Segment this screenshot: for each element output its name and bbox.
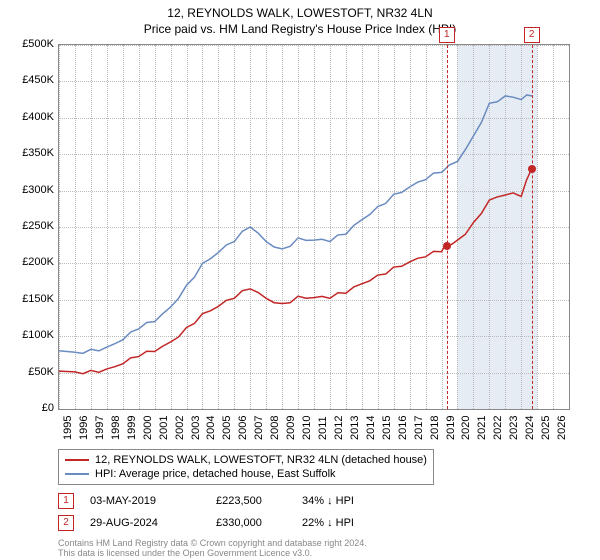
x-axis-label: 1999: [126, 416, 138, 440]
transaction-diff-2: 22% ↓ HPI: [302, 517, 354, 529]
y-axis-label: £350K: [4, 147, 54, 159]
x-axis-label: 2000: [142, 416, 154, 440]
x-axis-label: 1995: [62, 416, 74, 440]
x-axis-label: 2006: [237, 416, 249, 440]
y-axis-label: £150K: [4, 293, 54, 305]
x-axis-label: 2024: [524, 416, 536, 440]
legend-swatch-price: [65, 459, 89, 461]
transaction-point: [443, 242, 451, 250]
y-axis-label: £300K: [4, 184, 54, 196]
x-axis-label: 2007: [253, 416, 265, 440]
chart-title-line2: Price paid vs. HM Land Registry's House …: [0, 20, 600, 36]
x-axis-label: 2010: [301, 416, 313, 440]
legend-label-price: 12, REYNOLDS WALK, LOWESTOFT, NR32 4LN (…: [95, 454, 427, 466]
x-axis-label: 2026: [556, 416, 568, 440]
x-axis-label: 2016: [397, 416, 409, 440]
footer-attribution: Contains HM Land Registry data © Crown c…: [58, 538, 367, 559]
x-axis-label: 2025: [540, 416, 552, 440]
x-axis-label: 2001: [158, 416, 170, 440]
legend-label-hpi: HPI: Average price, detached house, East…: [95, 468, 336, 480]
event-marker-line: [532, 45, 533, 409]
y-axis-label: £250K: [4, 220, 54, 232]
transaction-row-2: 2 29-AUG-2024 £330,000 22% ↓ HPI: [58, 515, 354, 531]
chart-legend: 12, REYNOLDS WALK, LOWESTOFT, NR32 4LN (…: [58, 449, 434, 485]
x-axis-label: 2015: [381, 416, 393, 440]
x-axis-label: 2012: [333, 416, 345, 440]
chart-title-line1: 12, REYNOLDS WALK, LOWESTOFT, NR32 4LN: [0, 0, 600, 20]
x-axis-label: 2003: [190, 416, 202, 440]
x-axis-label: 2021: [476, 416, 488, 440]
chart-lines: [59, 45, 569, 409]
y-axis-label: £450K: [4, 74, 54, 86]
event-marker-box: 2: [524, 27, 540, 43]
legend-swatch-hpi: [65, 473, 89, 475]
x-axis-label: 1996: [78, 416, 90, 440]
transaction-point: [528, 165, 536, 173]
chart-plot-area: 12: [58, 44, 570, 410]
transaction-diff-1: 34% ↓ HPI: [302, 495, 354, 507]
x-axis-label: 2023: [508, 416, 520, 440]
series-line-price: [59, 169, 532, 374]
transaction-marker-1: 1: [58, 493, 74, 509]
x-axis-label: 2004: [205, 416, 217, 440]
transaction-price-1: £223,500: [216, 495, 286, 507]
y-axis-label: £400K: [4, 111, 54, 123]
x-axis-label: 2017: [413, 416, 425, 440]
transaction-date-2: 29-AUG-2024: [90, 517, 200, 529]
y-axis-label: £0: [4, 402, 54, 414]
event-marker-line: [447, 45, 448, 409]
x-axis-label: 2020: [460, 416, 472, 440]
x-axis-label: 2014: [365, 416, 377, 440]
y-axis-label: £100K: [4, 329, 54, 341]
x-axis-label: 2022: [492, 416, 504, 440]
transaction-price-2: £330,000: [216, 517, 286, 529]
series-line-hpi: [59, 95, 532, 353]
transaction-row-1: 1 03-MAY-2019 £223,500 34% ↓ HPI: [58, 493, 354, 509]
x-axis-label: 2018: [429, 416, 441, 440]
x-axis-label: 2011: [317, 416, 329, 440]
x-axis-label: 1997: [94, 416, 106, 440]
y-axis-label: £200K: [4, 256, 54, 268]
x-axis-label: 2013: [349, 416, 361, 440]
y-axis-label: £50K: [4, 366, 54, 378]
x-axis-label: 2009: [285, 416, 297, 440]
transaction-date-1: 03-MAY-2019: [90, 495, 200, 507]
x-axis-label: 1998: [110, 416, 122, 440]
event-marker-box: 1: [439, 27, 455, 43]
transaction-marker-2: 2: [58, 515, 74, 531]
x-axis-label: 2019: [445, 416, 457, 440]
x-axis-label: 2005: [221, 416, 233, 440]
x-axis-label: 2008: [269, 416, 281, 440]
x-axis-label: 2002: [174, 416, 186, 440]
y-axis-label: £500K: [4, 38, 54, 50]
